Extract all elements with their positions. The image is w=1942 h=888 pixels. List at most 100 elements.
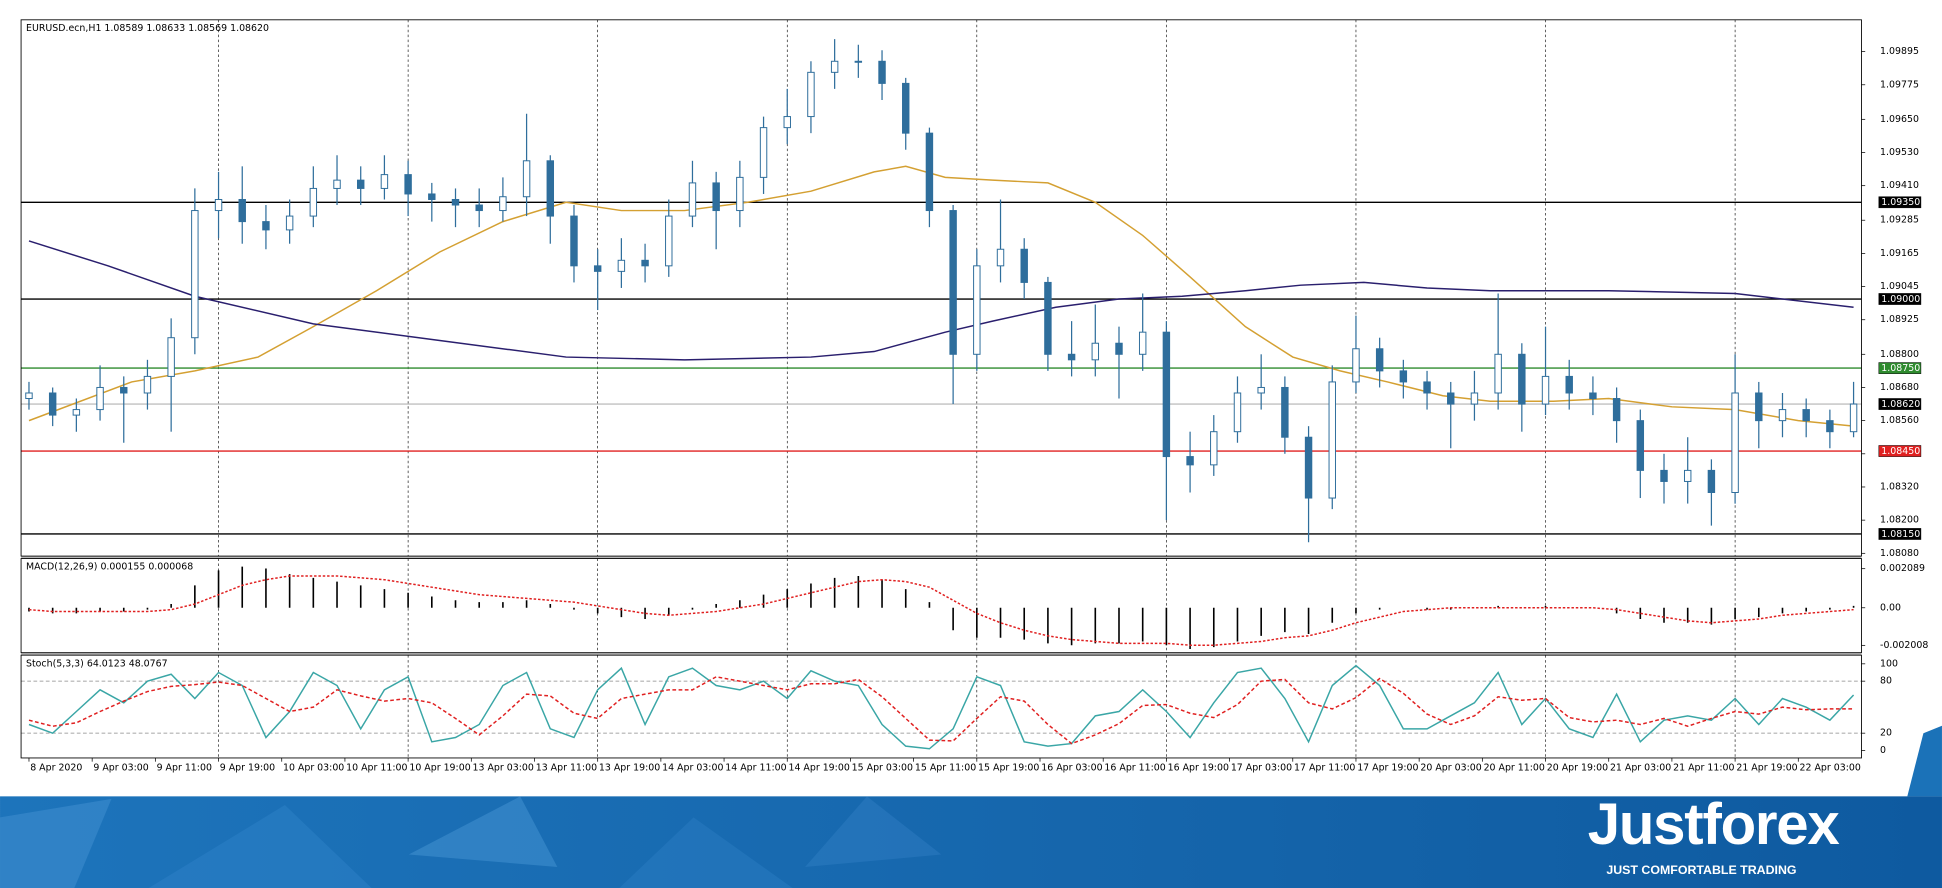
candle-body [522,160,531,198]
candle-body [143,375,152,394]
candle-body [1304,436,1313,499]
panel-separator [21,556,1862,559]
x-tick-label: 20 Apr 03:00 [1420,762,1481,773]
candle-body [593,265,602,272]
x-tick-label: 14 Apr 03:00 [662,762,723,773]
candle-body [878,60,886,84]
candle-body [357,179,365,189]
candle-body [1399,370,1408,383]
candle-body [1423,381,1431,394]
decor [408,796,558,867]
y-tick-label: 1.09530 [1880,147,1919,158]
moving-average [28,240,1854,361]
candle-body [404,174,412,195]
x-tick-label: 16 Apr 03:00 [1041,762,1102,773]
y-tick-label: 1.08680 [1880,382,1919,393]
candle-body [120,386,128,394]
x-tick-label: 13 Apr 19:00 [599,762,660,773]
y-tick-label: 1.09895 [1880,46,1919,57]
y-tick-label: 1.08080 [1880,548,1919,559]
level-label-box [1878,445,1922,457]
decor [0,798,112,888]
x-tick-label: 15 Apr 11:00 [915,762,976,773]
x-tick-label: 10 Apr 11:00 [346,762,407,773]
candle-body [1352,348,1360,383]
candle-body [996,248,1005,267]
x-tick-label: 9 Apr 11:00 [157,762,212,773]
candle-body [1281,386,1289,438]
candle-body [783,116,791,129]
candle-body [973,265,981,355]
signal-line [28,575,1854,646]
x-tick-label: 22 Apr 03:00 [1800,762,1861,773]
candle-body [1636,420,1645,471]
level-label-box [1878,196,1922,209]
candle-body [1707,469,1716,494]
brand-name: Justforex [1588,792,1840,857]
candle-body [1470,392,1479,405]
banner: Justforex JUST COMFORTABLE TRADING [0,792,1942,888]
candle-body [48,392,57,416]
candle-body [641,259,649,267]
candle-body [25,392,33,400]
candle-body [380,174,389,189]
x-tick-label: 9 Apr 03:00 [93,762,148,773]
y-tick-label: 1.08560 [1880,415,1919,426]
candle-body [830,60,839,73]
y-tick-label: 1.09045 [1880,281,1919,292]
candle-body [333,179,341,189]
candle-body [1494,353,1502,394]
candle-body [475,204,483,212]
candle-body [1186,456,1194,466]
candle-body [72,409,81,416]
x-tick-label: 21 Apr 03:00 [1610,762,1671,773]
panel-frame [20,19,1862,557]
y-tick-label: 1.09410 [1880,180,1919,191]
x-tick-label: 10 Apr 03:00 [283,762,344,773]
moving-average [28,165,1854,427]
candle-body [1565,375,1573,394]
y-tick-label: 1.09165 [1880,248,1919,259]
y-tick-label: 1.08800 [1880,349,1919,360]
candle-body [759,127,768,178]
candle-body [688,182,697,217]
x-tick-label: 20 Apr 19:00 [1547,762,1608,773]
candle-body [1755,392,1763,422]
x-tick-label: 15 Apr 03:00 [852,762,913,773]
x-tick-label: 17 Apr 03:00 [1231,762,1292,773]
decor [805,796,942,867]
candle-body [214,198,223,212]
candle-body [1257,386,1265,394]
level-label-box [1878,398,1922,410]
x-tick-label: 21 Apr 19:00 [1736,762,1797,773]
y-tick-label: 80 [1880,676,1892,687]
x-tick-label: 10 Apr 19:00 [409,762,470,773]
candle-body [1826,420,1834,433]
candle-body [1541,375,1550,405]
level-label-box [1878,293,1922,305]
y-tick-label: 0 [1880,745,1886,756]
candle-body [546,160,555,217]
candle-body [1612,398,1621,422]
candle-body [1849,403,1858,433]
y-tick-label: 0.00 [1880,602,1901,613]
candle-body [191,210,199,339]
candle-body [925,132,934,212]
y-tick-label: 0.002089 [1880,563,1925,574]
x-tick-label: 17 Apr 11:00 [1294,762,1355,773]
candle-body [1447,392,1455,405]
x-tick-label: 17 Apr 19:00 [1357,762,1418,773]
chart-title: EURUSD.ecn,H1 1.08589 1.08633 1.08569 1.… [26,23,269,34]
price-panel [21,19,1862,557]
y-tick-label: 1.08200 [1880,515,1919,526]
candle-body [1328,381,1336,499]
candle-body [1660,469,1668,482]
y-tick-label: 20 [1880,728,1892,739]
stoch-signal [28,676,1854,745]
candle-body [1683,469,1692,482]
candle-body [1778,409,1787,422]
level-label-box [1878,362,1922,374]
